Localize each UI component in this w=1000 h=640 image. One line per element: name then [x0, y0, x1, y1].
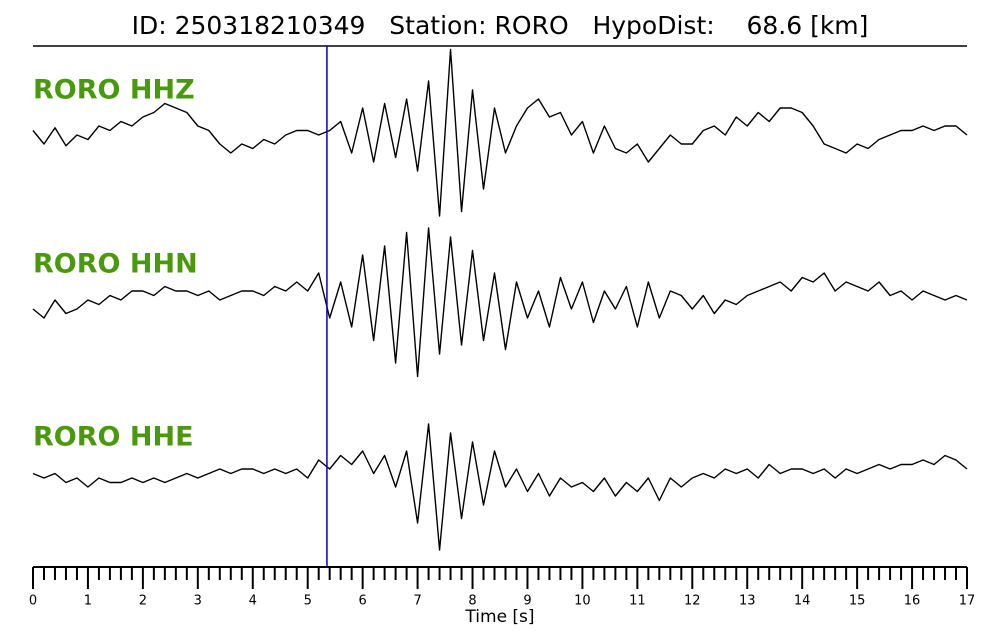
- x-tick-label: 0: [29, 594, 37, 609]
- x-tick-label: 13: [739, 594, 756, 609]
- x-tick-label: 16: [904, 594, 921, 609]
- chart-title: ID: 250318210349 Station: RORO HypoDist:…: [132, 11, 869, 40]
- x-tick-label: 12: [684, 594, 701, 609]
- x-tick-label: 10: [574, 594, 591, 609]
- waveform: [32, 227, 968, 378]
- waveform: [32, 48, 968, 217]
- x-tick-label: 1: [84, 594, 92, 609]
- waveform: [32, 423, 968, 551]
- x-tick-label: 7: [413, 594, 421, 609]
- trace-label: RORO HHN: [33, 249, 198, 280]
- x-tick-label: 9: [523, 594, 531, 609]
- x-axis-label: Time [s]: [464, 607, 534, 627]
- x-tick-label: 2: [139, 594, 147, 609]
- x-tick-label: 17: [959, 594, 976, 609]
- x-tick-label: 5: [304, 594, 312, 609]
- x-tick-label: 14: [794, 594, 811, 609]
- x-tick-label: 8: [468, 594, 476, 609]
- trace-label: RORO HHZ: [33, 75, 195, 106]
- x-tick-label: 6: [359, 594, 367, 609]
- x-tick-label: 4: [249, 594, 257, 609]
- x-tick-label: 3: [194, 594, 202, 609]
- x-tick-label: 11: [629, 594, 646, 609]
- x-tick-label: 15: [849, 594, 866, 609]
- trace-label: RORO HHE: [33, 422, 194, 453]
